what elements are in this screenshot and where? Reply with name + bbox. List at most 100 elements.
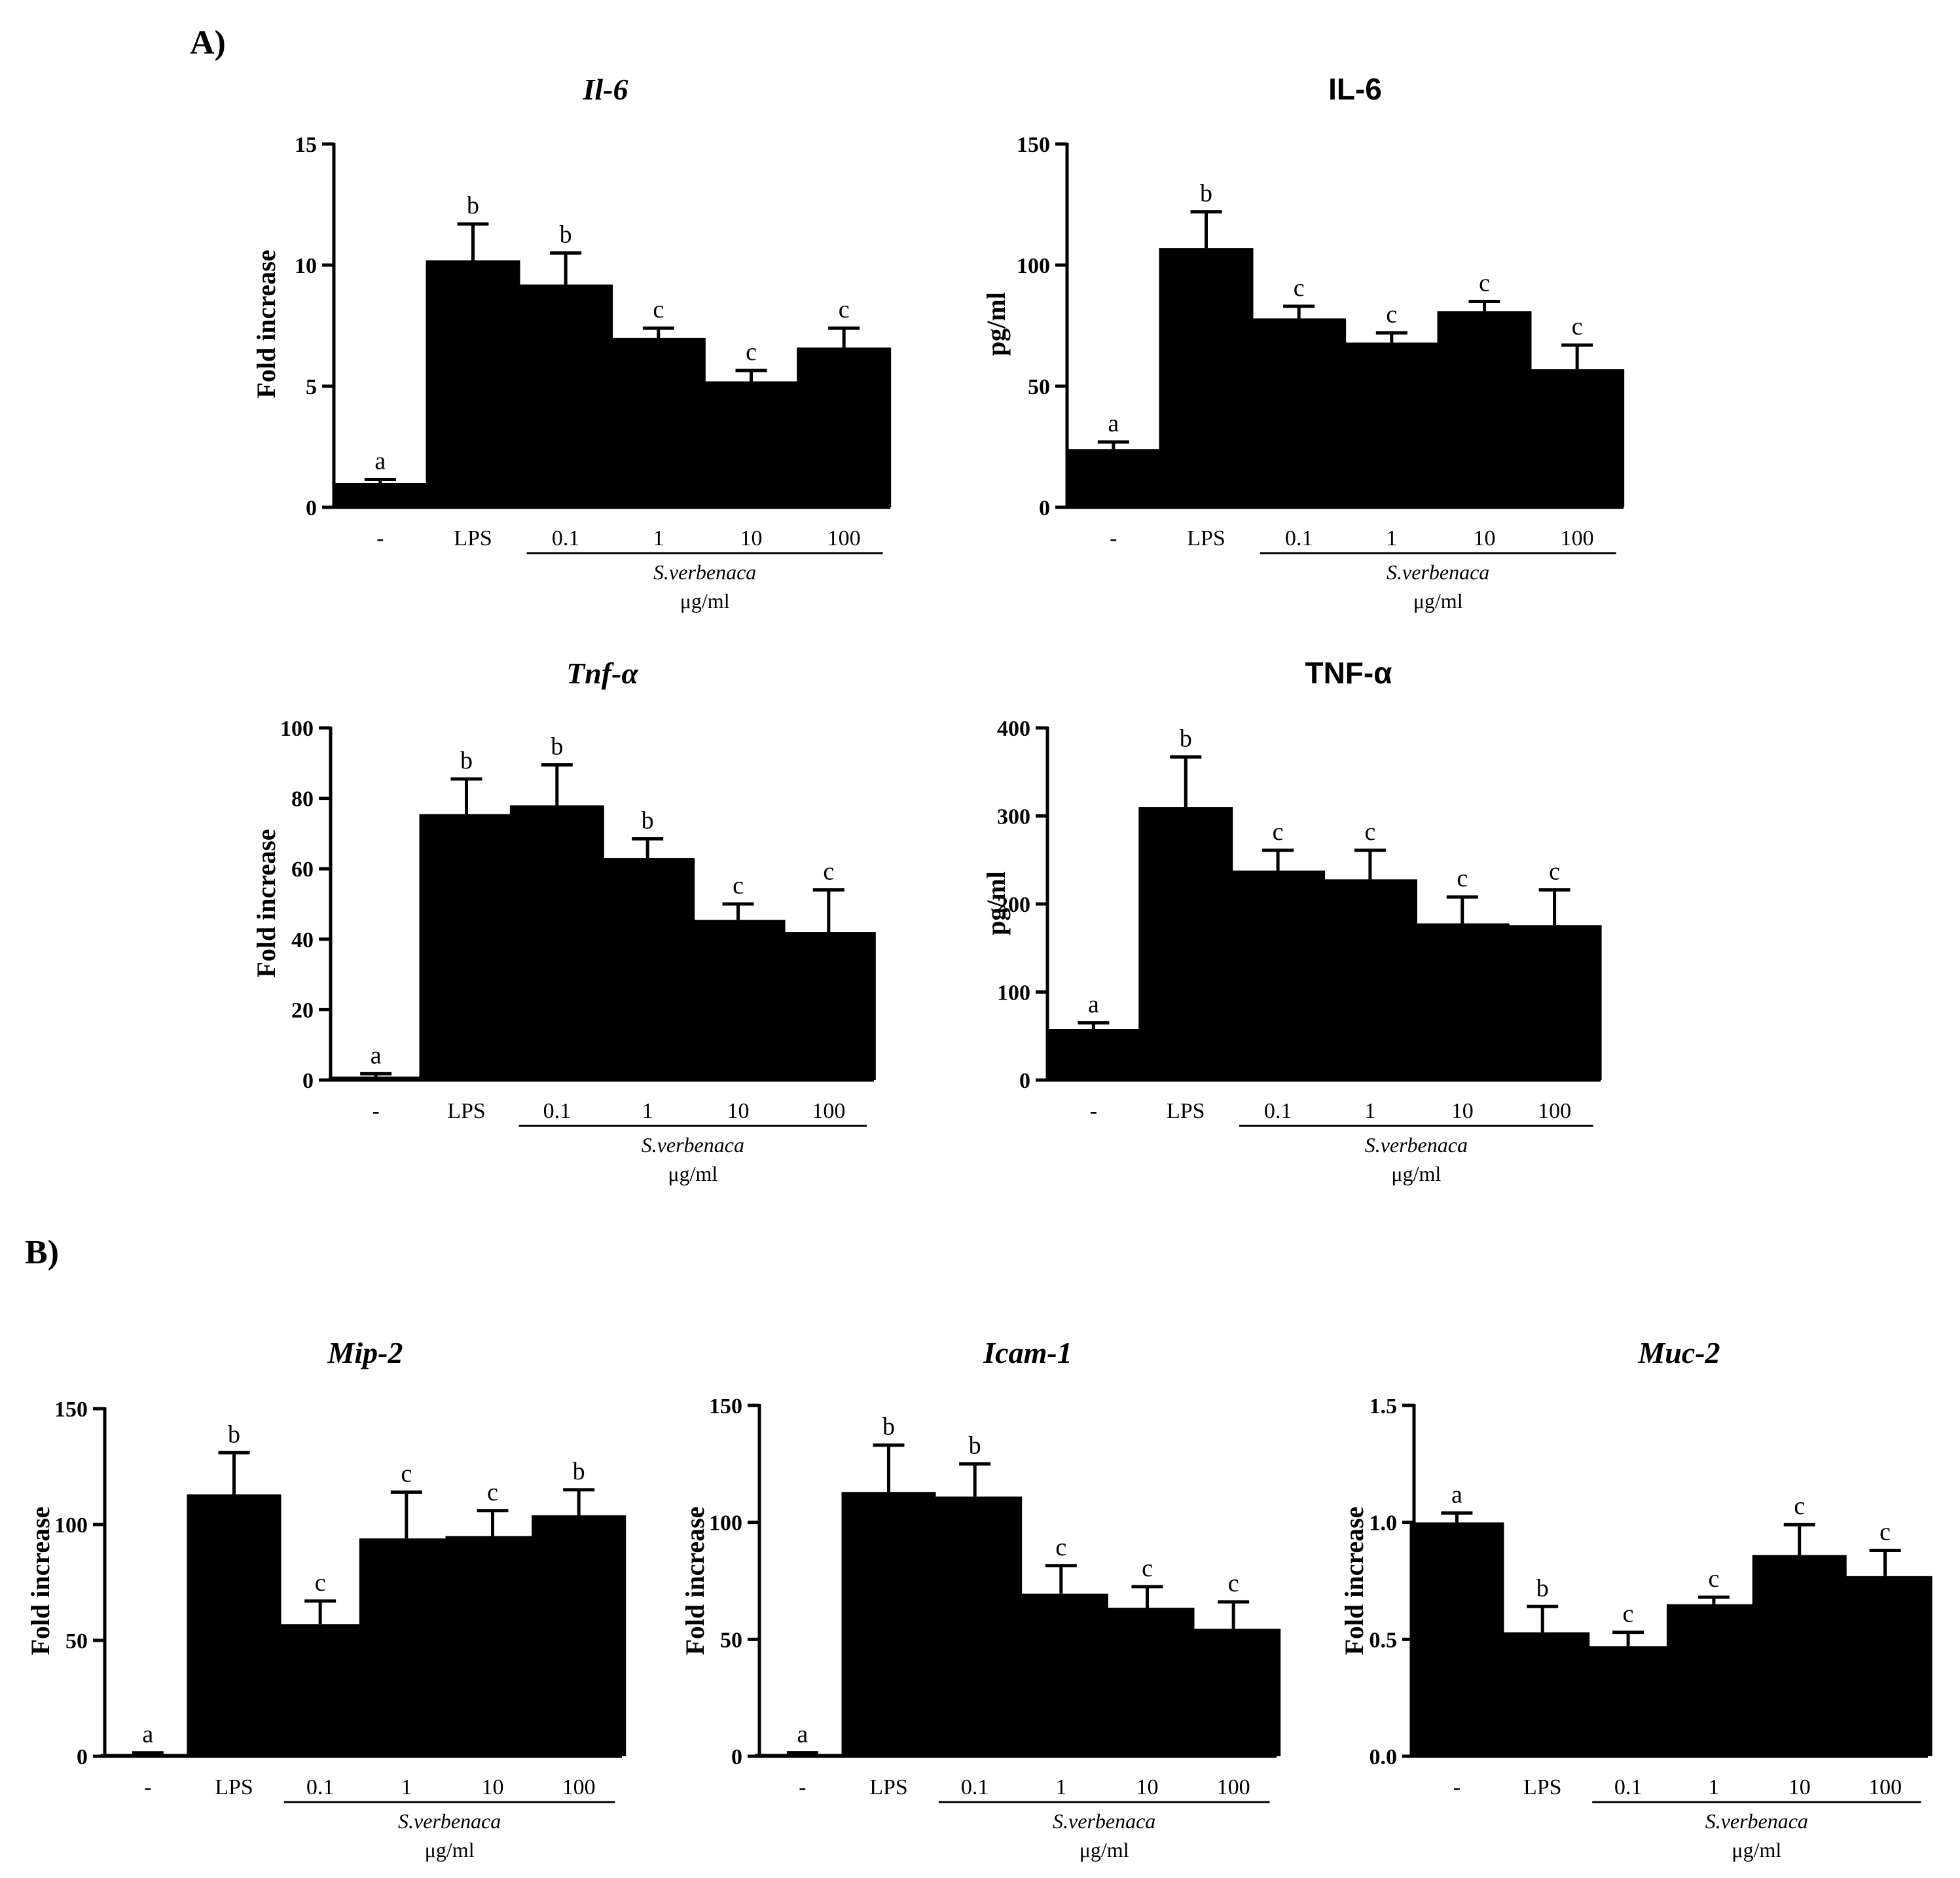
significance-letter: c — [746, 338, 757, 366]
y-tick-label: 20 — [291, 998, 314, 1022]
y-tick-label: 150 — [1017, 133, 1050, 157]
y-axis-label: Fold increase — [251, 249, 281, 398]
x-tick-label: LPS — [447, 1099, 486, 1123]
significance-letter: b — [1180, 725, 1192, 752]
y-axis-label: Fold increase — [251, 829, 281, 977]
significance-letter: a — [1088, 991, 1099, 1019]
x-tick-label: 1 — [642, 1099, 653, 1123]
significance-letter: c — [1386, 301, 1397, 329]
significance-letter: c — [401, 1460, 412, 1487]
x-tick-label: - — [1453, 1775, 1461, 1799]
y-axis-label: pg/ml — [981, 292, 1011, 356]
significance-letter: c — [487, 1479, 498, 1506]
y-tick-label: 150 — [709, 1394, 742, 1418]
x-tick-label: 100 — [562, 1775, 596, 1799]
bar — [419, 814, 514, 1080]
x-tick-label: - — [144, 1775, 151, 1799]
significance-letter: c — [1273, 818, 1284, 846]
chart-tnf-gene: Tnf-α Fold increase 0 20 40 60 80 100 a - b LPS b 0.1… — [251, 657, 876, 1185]
significance-letter: c — [823, 858, 834, 885]
group-label: S.verbenaca — [1365, 1133, 1468, 1157]
significance-letter: c — [1228, 1570, 1239, 1597]
y-tick-label: 400 — [997, 717, 1030, 741]
y-axis-label: Fold increase — [680, 1506, 710, 1655]
y-tick-label: 0 — [306, 496, 317, 520]
significance-letter: c — [653, 296, 664, 323]
group-label: S.verbenaca — [1053, 1809, 1155, 1833]
unit-label: μg/ml — [425, 1838, 475, 1862]
bar — [1231, 870, 1326, 1080]
bar — [1186, 1629, 1281, 1756]
significance-letter: b — [467, 192, 479, 219]
chart-il6-gene: Il-6 Fold increase 0 5 10 15 a - b LPS b 0.1 c 1 c 10 c 1… — [251, 73, 892, 613]
significance-letter: b — [560, 221, 572, 249]
bar — [797, 347, 892, 507]
significance-letter: c — [1142, 1555, 1153, 1582]
x-tick-label: 10 — [740, 526, 763, 551]
unit-label: μg/ml — [1080, 1838, 1129, 1862]
significance-letter: c — [839, 296, 850, 323]
bar — [518, 284, 613, 507]
significance-letter: c — [1294, 274, 1305, 302]
y-tick-label: 100 — [709, 1511, 742, 1536]
y-tick-label: 100 — [54, 1513, 88, 1538]
x-tick-label: 0.1 — [306, 1775, 335, 1799]
significance-letter: c — [315, 1569, 326, 1597]
bar — [1046, 1028, 1141, 1080]
chart-title: Mip-2 — [327, 1336, 403, 1369]
y-tick-label: 1.0 — [1370, 1511, 1398, 1536]
significance-letter: c — [1794, 1492, 1805, 1520]
significance-letter: b — [460, 747, 473, 774]
y-tick-label: 0.0 — [1370, 1745, 1398, 1769]
y-tick-label: 50 — [65, 1629, 88, 1653]
x-tick-label: 1 — [1386, 526, 1397, 551]
chart-title: Il-6 — [583, 73, 628, 106]
y-tick-label: 0 — [1019, 1069, 1030, 1093]
bar — [532, 1515, 626, 1756]
bar — [1322, 879, 1417, 1080]
bar — [1415, 923, 1510, 1080]
significance-letter: b — [1536, 1574, 1549, 1602]
x-tick-label: 0.1 — [1264, 1099, 1292, 1123]
bar — [704, 381, 799, 507]
panel-label-b: B) — [25, 1234, 59, 1271]
significance-letter: c — [1479, 270, 1490, 297]
x-tick-label: 0.1 — [543, 1099, 572, 1123]
bar — [273, 1624, 368, 1756]
x-tick-label: 10 — [1474, 526, 1496, 551]
bar — [1437, 311, 1532, 507]
y-tick-label: 100 — [280, 717, 314, 741]
x-tick-label: 0.1 — [1614, 1775, 1642, 1799]
x-tick-label: 10 — [1136, 1775, 1159, 1799]
y-tick-label: 40 — [291, 928, 314, 952]
significance-letter: c — [1879, 1519, 1891, 1546]
significance-letter: c — [1055, 1534, 1066, 1561]
bar — [841, 1492, 936, 1756]
bar — [1838, 1576, 1933, 1756]
bar — [1252, 318, 1347, 507]
significance-letter: a — [797, 1721, 808, 1748]
bar — [1066, 449, 1161, 507]
y-tick-label: 50 — [720, 1628, 742, 1652]
x-tick-label: 1 — [1055, 1775, 1066, 1799]
x-tick-label: 100 — [1217, 1775, 1250, 1799]
y-tick-label: 0 — [1039, 496, 1050, 520]
chart-muc2: Muc-2 Fold increase 0.0 0.5 1.0 1.5 a - b LPS c 0.1… — [1339, 1336, 1933, 1862]
significance-letter: a — [1451, 1481, 1462, 1508]
chart-icam1: Icam-1 Fold increase 0 50 100 150 a - b LPS b 0.1 c 1… — [680, 1336, 1281, 1862]
y-tick-label: 0 — [731, 1745, 742, 1769]
y-tick-label: 5 — [306, 375, 317, 399]
bar — [1138, 807, 1233, 1080]
x-tick-label: LPS — [869, 1775, 908, 1799]
y-tick-label: 300 — [997, 805, 1030, 829]
bar — [1409, 1522, 1504, 1756]
chart-tnf-protein: TNF-α pg/ml 0 100 200 300 400 a - b LPS c 0.1 c 1 c 10 c 1… — [981, 656, 1602, 1185]
y-tick-label: 0 — [77, 1745, 88, 1769]
significance-letter: c — [733, 872, 744, 899]
x-tick-label: LPS — [454, 526, 492, 551]
x-tick-label: 100 — [1868, 1775, 1902, 1799]
bar — [1344, 342, 1439, 507]
x-tick-label: 10 — [1451, 1099, 1474, 1123]
x-tick-label: 0.1 — [552, 526, 580, 551]
